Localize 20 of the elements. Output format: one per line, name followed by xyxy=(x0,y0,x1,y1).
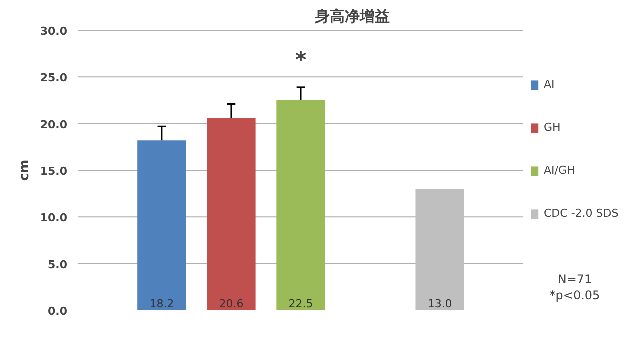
legend-label: CDC -2.0 SDS xyxy=(544,207,619,220)
data-label: 20.6 xyxy=(219,298,244,310)
chart-title: 身高净增益 xyxy=(314,8,390,26)
y-tick-label: 0.0 xyxy=(48,305,68,318)
legend-label: GH xyxy=(544,121,562,134)
y-axis-title: cm xyxy=(17,160,32,182)
legend-label: AI xyxy=(544,78,556,91)
legend-label: AI/GH xyxy=(544,164,576,177)
data-label: 13.0 xyxy=(428,298,452,310)
text: N=71 xyxy=(558,272,592,286)
data-label: 18.2 xyxy=(150,298,174,310)
y-tick-label: 15.0 xyxy=(40,165,68,178)
y-tick-label: 5.0 xyxy=(48,258,68,272)
y-tick-label: 20.0 xyxy=(40,118,68,132)
annotation: * xyxy=(295,48,308,74)
data-label: 22.5 xyxy=(288,298,314,310)
text: *p<0.05 xyxy=(550,288,600,302)
y-tick-label: 25.0 xyxy=(40,72,68,85)
y-tick-label: 10.0 xyxy=(40,212,68,225)
y-tick-label: 30.0 xyxy=(40,25,68,38)
